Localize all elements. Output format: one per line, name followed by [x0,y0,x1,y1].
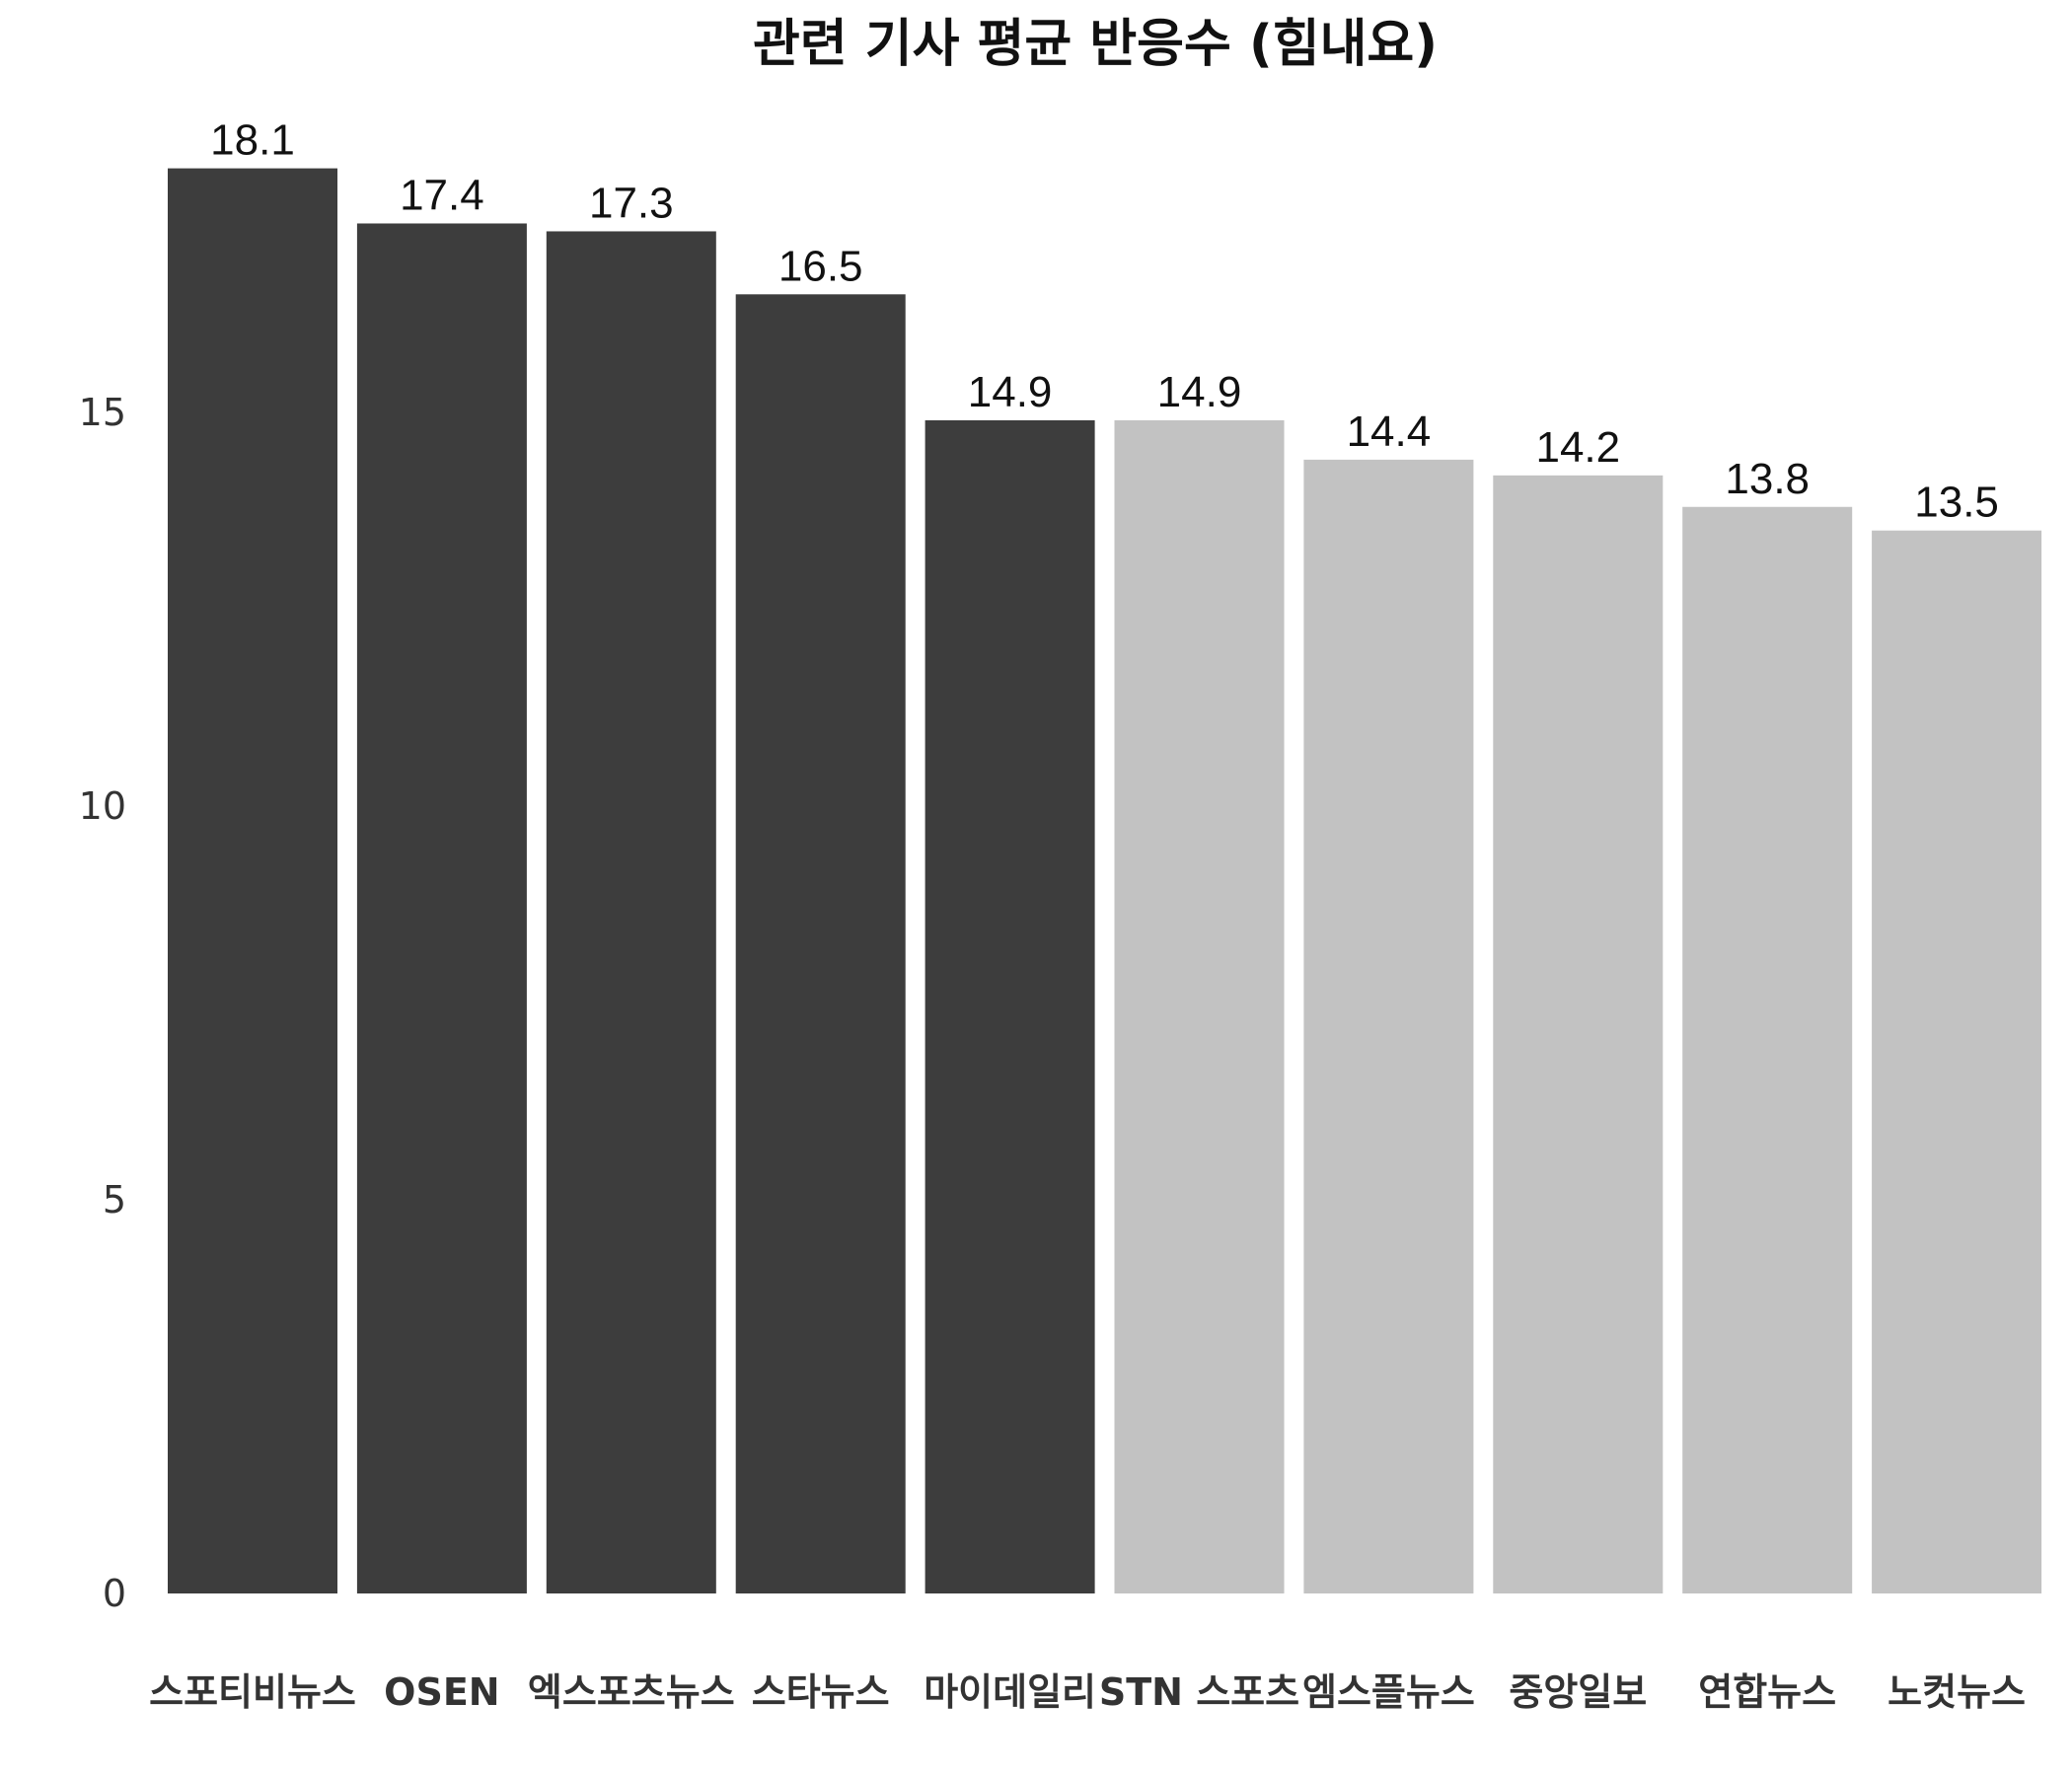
x-tick-label: STN 스포츠 [1099,1670,1299,1714]
x-tick-label: 스타뉴스 [752,1670,890,1714]
bar [1114,419,1285,1594]
bar [168,168,337,1593]
data-label: 13.5 [1914,479,1999,527]
y-tick-label: 0 [103,1572,126,1615]
bars [168,168,2042,1594]
bar [1872,530,2042,1594]
y-axis: 0 5 10 15 [79,391,126,1615]
x-tick-label: 노컷뉴스 [1887,1670,2026,1714]
data-label: 16.5 [778,242,863,290]
data-label: 14.2 [1535,423,1620,472]
y-tick-label: 5 [103,1178,126,1221]
bar [1303,459,1474,1593]
x-axis: 스포티비뉴스 OSEN 엑스포츠뉴스 스타뉴스 마이데일리 STN 스포츠 엠스플뉴스 중앙일… [149,1670,2026,1714]
y-tick-label: 10 [79,784,126,828]
data-label: 13.8 [1725,455,1810,503]
bar [1493,475,1664,1594]
x-tick-label: 연합뉴스 [1698,1670,1836,1714]
data-labels: 18.1 17.4 17.3 16.5 14.9 14.9 14.4 14.2 13.8 13.5 [210,116,1999,527]
x-tick-label: OSEN [384,1670,499,1714]
bar [925,419,1095,1594]
y-tick-label: 15 [79,391,126,434]
bar [546,231,716,1594]
x-tick-label: 엑스포츠뉴스 [528,1670,735,1714]
bar [356,223,527,1594]
bar [735,294,906,1593]
x-tick-label: 중앙일보 [1509,1670,1647,1714]
data-label: 18.1 [210,116,295,165]
x-tick-label: 엠스플뉴스 [1302,1670,1475,1714]
data-label: 14.9 [1157,368,1242,416]
x-tick-label: 스포티비뉴스 [149,1670,356,1714]
data-label: 17.3 [589,179,674,227]
bar [1682,506,1853,1593]
chart-title: 관련 기사 평균 반응수 (힘내요) [753,15,1438,74]
x-tick-label: 마이데일리 [924,1670,1096,1714]
data-label: 17.4 [400,171,484,219]
data-label: 14.4 [1347,407,1432,456]
data-label: 14.9 [968,368,1053,416]
